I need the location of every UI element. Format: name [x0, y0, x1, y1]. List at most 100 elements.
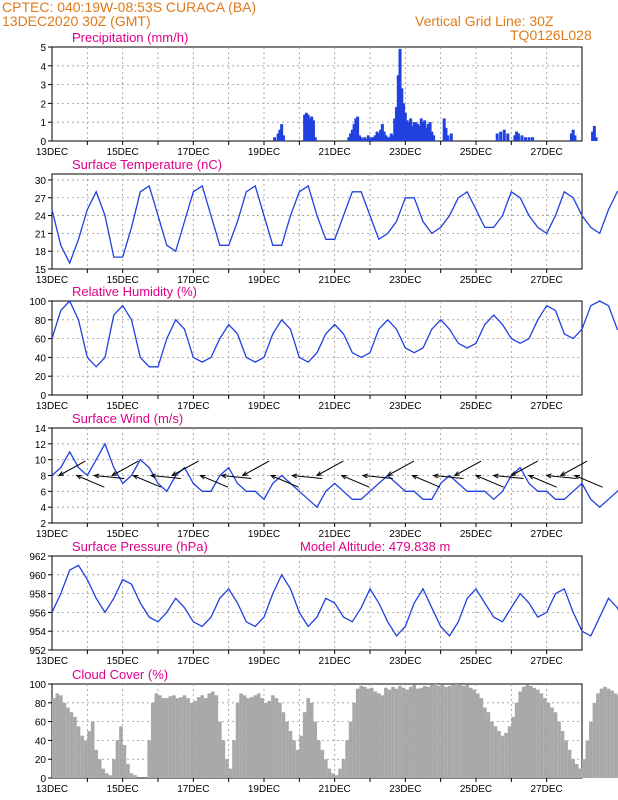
- precip-bar: [354, 118, 358, 141]
- wind-xtick-label: 25DEC: [460, 529, 492, 540]
- humidity-title: Relative Humidity (%): [72, 284, 197, 299]
- cloud-bar: [610, 690, 614, 778]
- precip-bar: [280, 124, 284, 141]
- cloud-bar: [214, 695, 219, 778]
- cloud-bar: [232, 740, 236, 778]
- precipitation-xtick-label: 25DEC: [460, 147, 492, 158]
- wind-vector-head: [110, 471, 118, 477]
- wind-vector: [574, 475, 603, 488]
- cloud-bar: [440, 684, 445, 778]
- humidity-frame: [51, 300, 583, 396]
- cloud-bar: [186, 698, 190, 778]
- wind-vector: [316, 460, 344, 476]
- cloud-bar: [264, 702, 268, 778]
- cloud-bar: [306, 698, 310, 778]
- cloud-bar: [207, 693, 212, 778]
- cloud-bar: [415, 688, 420, 778]
- humidity-xtick-label: 19DEC: [248, 401, 280, 412]
- cloud-bar: [391, 686, 395, 778]
- pressure-ytick-label: 952: [29, 646, 46, 657]
- precip-bar: [520, 135, 524, 141]
- wind-vector-head: [527, 475, 534, 480]
- cloud-bar: [401, 687, 406, 778]
- cloud-bar: [504, 732, 508, 778]
- cloud-bar: [373, 691, 378, 778]
- cloud-bar: [94, 749, 98, 778]
- cloud-bar: [299, 735, 303, 778]
- cloud-bar: [129, 773, 134, 778]
- precip-bar: [523, 137, 527, 141]
- cloud-cover-xtick-label: 21DEC: [319, 784, 351, 795]
- precip-bar: [357, 135, 361, 141]
- cloud-bar: [412, 684, 416, 778]
- precip-bar: [592, 125, 596, 141]
- cloud-bar: [366, 688, 371, 778]
- wind-vector-head: [411, 475, 418, 480]
- precip-bar: [366, 135, 370, 141]
- cloud-bar: [606, 688, 611, 778]
- precip-bar: [370, 137, 374, 141]
- precip-bar: [416, 124, 420, 141]
- wind-ytick-label: 4: [40, 503, 46, 514]
- cloud-bar: [249, 697, 254, 778]
- cloud-bar: [317, 740, 321, 778]
- cloud-bar: [567, 749, 572, 778]
- precip-bar: [308, 118, 312, 141]
- cloud-cover-ytick-label: 80: [35, 699, 47, 710]
- cloud-bar: [532, 687, 537, 778]
- precip-bar: [398, 48, 402, 141]
- cloud-bar: [560, 731, 565, 778]
- cloud-bar: [331, 773, 335, 778]
- wind-xtick-label: 27DEC: [531, 529, 563, 540]
- wind-xtick-label: 21DEC: [319, 529, 351, 540]
- precip-bar: [377, 133, 381, 141]
- wind-vector-head: [453, 471, 460, 477]
- cloud-bar: [454, 684, 459, 778]
- cloud-bar: [150, 702, 155, 778]
- wind-xtick-label: 15DEC: [107, 529, 139, 540]
- cloud-bar: [338, 768, 342, 778]
- precip-bar: [356, 116, 360, 141]
- cloud-bar: [66, 707, 70, 778]
- precip-bar: [499, 131, 503, 141]
- cloud-bar: [228, 768, 233, 778]
- wind-vector: [270, 475, 299, 488]
- pressure-xtick-label: 23DEC: [389, 656, 421, 667]
- cloud-bar: [158, 695, 162, 778]
- cloud-bar: [497, 731, 501, 778]
- wind-vector: [76, 475, 105, 488]
- pressure-xtick-label: 27DEC: [531, 656, 563, 667]
- wind-vector: [511, 460, 538, 476]
- precip-bar: [446, 135, 450, 141]
- wind-xtick-label: 19DEC: [248, 529, 280, 540]
- cloud-bar: [267, 700, 272, 778]
- wind-vector-head: [132, 475, 139, 480]
- wind-xtick-label: 17DEC: [177, 529, 209, 540]
- precip-bar: [513, 135, 517, 141]
- precip-bar: [379, 129, 383, 141]
- cloud-bar: [193, 700, 197, 778]
- cloud-bar: [221, 740, 226, 778]
- cloud-bar: [433, 684, 438, 778]
- cloud-bar: [408, 686, 413, 778]
- cloud-bar: [483, 707, 487, 778]
- cloud-bar: [218, 721, 222, 778]
- temperature-line: [51, 184, 618, 265]
- cloud-cover-ytick-label: 20: [35, 755, 47, 766]
- precipitation-ytick-label: 0: [40, 137, 46, 148]
- wind-vector-head: [559, 471, 566, 477]
- cloud-bar: [52, 698, 56, 778]
- precip-bar: [396, 75, 400, 141]
- precipitation-xtick-label: 19DEC: [248, 147, 280, 158]
- temperature-ytick-label: 30: [35, 176, 47, 187]
- cloud-bar: [189, 702, 194, 778]
- cloud-bar: [511, 716, 515, 778]
- cloud-bar: [225, 759, 229, 778]
- precip-bar: [569, 133, 573, 141]
- precip-bar: [515, 131, 519, 141]
- cloud-bar: [578, 768, 583, 778]
- precip-bar: [449, 133, 453, 141]
- precip-bar: [417, 125, 421, 141]
- cloud-bar: [553, 712, 558, 778]
